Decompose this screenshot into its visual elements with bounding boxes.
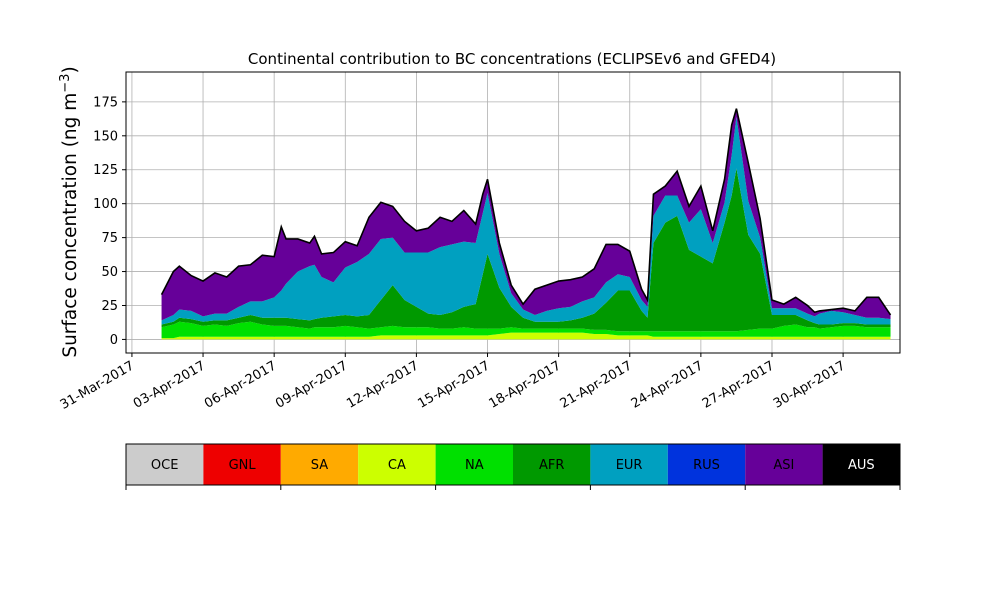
plot-frame <box>125 71 901 354</box>
legend-swatch-aus <box>822 444 900 485</box>
area-series-ca <box>161 332 891 340</box>
chart-title: Continental contribution to BC concentra… <box>248 50 776 68</box>
area-series-asi <box>161 108 891 321</box>
legend-label-afr: AFR <box>539 458 564 473</box>
y-tick-label: 175 <box>93 95 118 110</box>
legend-swatch-sa <box>280 444 359 485</box>
y-tick-label: 25 <box>101 299 118 314</box>
x-tick-label: 18-Apr-2017 <box>487 358 564 411</box>
legend-label-oce: OCE <box>151 458 179 473</box>
y-tick-label: 150 <box>93 129 118 144</box>
legend-swatch-oce <box>126 444 204 485</box>
x-tick-label: 31-Mar-2017 <box>58 358 137 412</box>
x-tick-label: 15-Apr-2017 <box>415 358 492 411</box>
x-tick-label: 21-Apr-2017 <box>558 358 635 411</box>
legend-swatch-ca <box>358 444 436 485</box>
area-series-eur <box>161 116 891 325</box>
legend-label-ca: CA <box>388 458 406 473</box>
y-axis-label: Surface concentration (ng m−3) <box>58 66 81 357</box>
legend-swatch-eur <box>590 444 668 485</box>
y-axis-label-text: Surface concentration (ng m <box>60 93 81 358</box>
legend-label-eur: EUR <box>616 458 643 473</box>
y-tick-label: 0 <box>110 333 118 348</box>
x-tick-label: 12-Apr-2017 <box>344 358 421 411</box>
x-tick-label: 30-Apr-2017 <box>771 358 848 411</box>
stacked-areas <box>160 108 892 340</box>
y-axis-label-close: ) <box>60 66 81 73</box>
legend-swatch-gnl <box>203 444 281 485</box>
y-tick-label: 125 <box>93 163 118 178</box>
area-series-afr <box>161 168 891 332</box>
y-axis-label-superscript: −3 <box>58 74 73 93</box>
legend-colorbar: OCE GNL SA CA NA AFR EUR RUS ASI AUS <box>125 443 901 490</box>
legend-frame <box>125 443 901 486</box>
legend-label-gnl: GNL <box>229 458 257 473</box>
total-line <box>160 108 892 316</box>
legend-label-aus: AUS <box>848 458 875 473</box>
x-tick-label: 09-Apr-2017 <box>273 358 350 411</box>
x-tick-label: 06-Apr-2017 <box>202 358 279 411</box>
legend-label-na: NA <box>465 458 484 473</box>
legend-label-rus: RUS <box>693 458 720 473</box>
y-tick-label: 100 <box>93 197 118 212</box>
area-series-na <box>161 321 891 339</box>
y-tick-label: 75 <box>101 231 118 246</box>
x-tick-label: 24-Apr-2017 <box>629 358 706 411</box>
y-tick-label: 50 <box>101 265 118 280</box>
legend-swatch-asi <box>745 444 823 485</box>
legend-swatch-rus <box>667 444 746 485</box>
legend-label-asi: ASI <box>773 458 794 473</box>
legend-swatch-na <box>435 444 513 485</box>
x-tick-label: 27-Apr-2017 <box>700 358 777 411</box>
x-tick-label: 03-Apr-2017 <box>131 358 208 411</box>
legend-swatch-afr <box>513 444 591 485</box>
legend-label-sa: SA <box>311 458 328 473</box>
